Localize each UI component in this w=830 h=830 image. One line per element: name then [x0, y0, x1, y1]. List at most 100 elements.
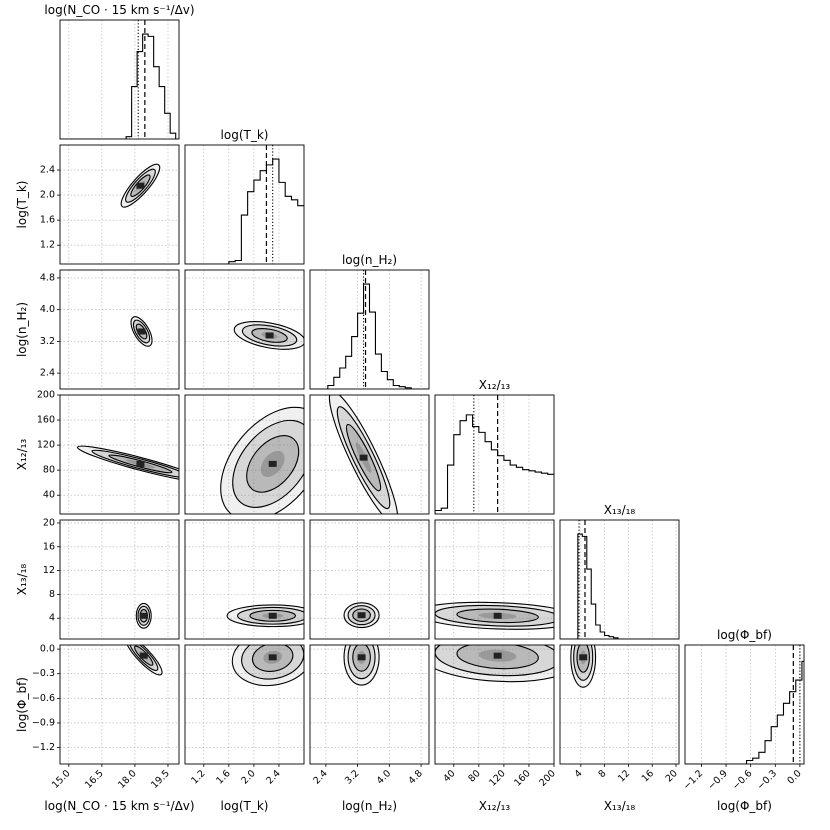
- y-tick-label: 2.0: [40, 190, 55, 201]
- density-peak: [493, 612, 502, 619]
- hist-panel-nh2: log(n_H₂): [309, 253, 430, 390]
- panel-frame: [59, 19, 180, 140]
- panel-frame: [184, 519, 305, 640]
- panel-frame: [59, 269, 180, 390]
- y-axis-label-nh2: log(n_H₂): [15, 302, 29, 357]
- y-tick-label: 20: [43, 517, 55, 528]
- x-tick-label: 120: [487, 768, 508, 789]
- y-tick-label: 4.8: [40, 272, 55, 283]
- x-tick-label: −1.2: [681, 768, 705, 792]
- x-tick-label: 12: [616, 768, 632, 784]
- y-tick-label: −0.9: [32, 717, 55, 728]
- y-tick-label: 40: [43, 490, 55, 501]
- y-tick-label: 2.4: [40, 165, 55, 176]
- x-tick-label: 40: [441, 768, 457, 784]
- x-tick-label: 2.0: [239, 768, 257, 786]
- hist-panel-x1318: X₁₃/₁₈: [559, 503, 680, 640]
- contour-panel-nco-tk: 1.2 1.6 2.0 2.4 log(T_k): [15, 144, 180, 265]
- x-tick-label: 16.5: [83, 768, 106, 791]
- x-tick-label: 2.4: [264, 768, 282, 786]
- panel-frame: [434, 394, 555, 515]
- panel-frame: [309, 519, 430, 640]
- x-tick-label: 4.0: [375, 768, 393, 786]
- histogram-step: [60, 33, 179, 139]
- panel-frame: [559, 519, 680, 640]
- panel-frame: [309, 394, 430, 515]
- density-peak: [139, 612, 148, 619]
- x-tick-label: 4.8: [406, 768, 424, 786]
- x-tick-label: 8: [596, 768, 608, 780]
- y-tick-label: 0.0: [40, 644, 55, 655]
- contour-panel-tk-x1318: [184, 519, 305, 640]
- density-peak: [579, 654, 588, 661]
- y-tick-label: −0.6: [32, 693, 55, 704]
- y-tick-label: 80: [43, 465, 55, 476]
- y-tick-label: 8: [49, 589, 55, 600]
- y-tick-label: 3.2: [40, 336, 55, 347]
- hist-panel-tk: log(T_k): [184, 128, 305, 265]
- y-axis-label-x1213: X₁₂/₁₃: [15, 439, 29, 471]
- density-peak: [493, 652, 502, 659]
- panel-frame: [59, 519, 180, 640]
- panel-frame: [309, 644, 430, 765]
- y-tick-label: 4: [49, 613, 55, 624]
- density-peak: [268, 460, 277, 467]
- contour-panel-x1318-phibf: 4 8 12 16 20 X₁₃/₁₈: [559, 644, 680, 813]
- y-axis-label-phibf: log(Φ_bf): [15, 677, 29, 732]
- x-tick-label: 4: [573, 768, 585, 780]
- density-peak: [136, 182, 145, 189]
- x-tick-label: 0.0: [785, 768, 803, 786]
- panel-frame: [559, 644, 680, 765]
- contour-panel-tk-nh2: [184, 269, 305, 390]
- density-peak: [357, 654, 366, 661]
- x-tick-label: 3.2: [343, 768, 361, 786]
- panel-title-tk: log(T_k): [221, 128, 269, 142]
- x-tick-label: −0.9: [706, 768, 730, 792]
- panel-frame: [184, 144, 305, 265]
- x-tick-label: −0.3: [755, 768, 779, 792]
- x-tick-label: 80: [466, 768, 482, 784]
- histogram-step: [310, 283, 429, 389]
- panel-frame: [684, 644, 805, 765]
- panel-title-x1213: X₁₂/₁₃: [479, 378, 511, 392]
- panel-frame: [184, 394, 305, 515]
- histogram-step: [185, 158, 304, 264]
- y-tick-label: 1.2: [40, 240, 55, 251]
- contour-panel-tk-phibf: 1.2 1.6 2.0 2.4 log(T_k): [184, 644, 305, 813]
- y-tick-label: 200: [37, 390, 55, 401]
- panel-frame: [434, 644, 555, 765]
- hist-panel-phibf: log(Φ_bf) −1.2 −0.9 −0.6 −0.3 0.0 log(Φ_bf): [681, 628, 805, 813]
- y-tick-label: 12: [43, 565, 55, 576]
- histogram-step: [560, 533, 679, 639]
- contour-panel-nh2-x1213: [309, 394, 430, 515]
- y-tick-label: −1.2: [32, 742, 55, 753]
- y-tick-label: 2.4: [40, 368, 55, 379]
- x-tick-label: 20: [664, 768, 680, 784]
- x-axis-label-nh2: log(n_H₂): [342, 799, 397, 813]
- hist-panel-nco: log(N_CO · 15 km s⁻¹/Δv): [44, 3, 195, 140]
- panel-frame: [184, 644, 305, 765]
- contour-panel-nco-phibf: −1.2 −0.9 −0.6 −0.3 0.0 log(Φ_bf) 15.0 16.5 18.0…: [15, 644, 195, 813]
- hist-panel-x1213: X₁₂/₁₃: [434, 378, 555, 515]
- x-axis-label-tk: log(T_k): [221, 799, 269, 813]
- y-axis-label-x1318: X₁₃/₁₈: [15, 564, 29, 596]
- x-axis-label-nco: log(N_CO · 15 km s⁻¹/Δv): [44, 799, 194, 813]
- contour-panel-nh2-phibf: 2.4 3.2 4.0 4.8 log(n_H₂): [309, 644, 430, 813]
- x-tick-label: 1.2: [189, 768, 207, 786]
- panel-title-nh2: log(n_H₂): [342, 253, 397, 267]
- y-tick-label: 120: [37, 440, 55, 451]
- histogram-step: [435, 414, 554, 514]
- panel-frame: [59, 144, 180, 265]
- x-tick-label: 15.0: [50, 768, 73, 791]
- contour-panel-nco-x1213: 40 80 120 160 200 X₁₂/₁₃: [15, 390, 180, 515]
- panel-frame: [434, 519, 555, 640]
- panel-title-x1318: X₁₃/₁₈: [604, 503, 636, 517]
- x-tick-label: 16: [640, 768, 656, 784]
- density-peak: [357, 612, 366, 619]
- y-tick-label: 16: [43, 541, 55, 552]
- panel-frame: [59, 394, 180, 515]
- y-tick-label: −0.3: [32, 668, 55, 679]
- histogram-step: [685, 660, 804, 764]
- y-axis-label-tk: log(T_k): [15, 181, 29, 229]
